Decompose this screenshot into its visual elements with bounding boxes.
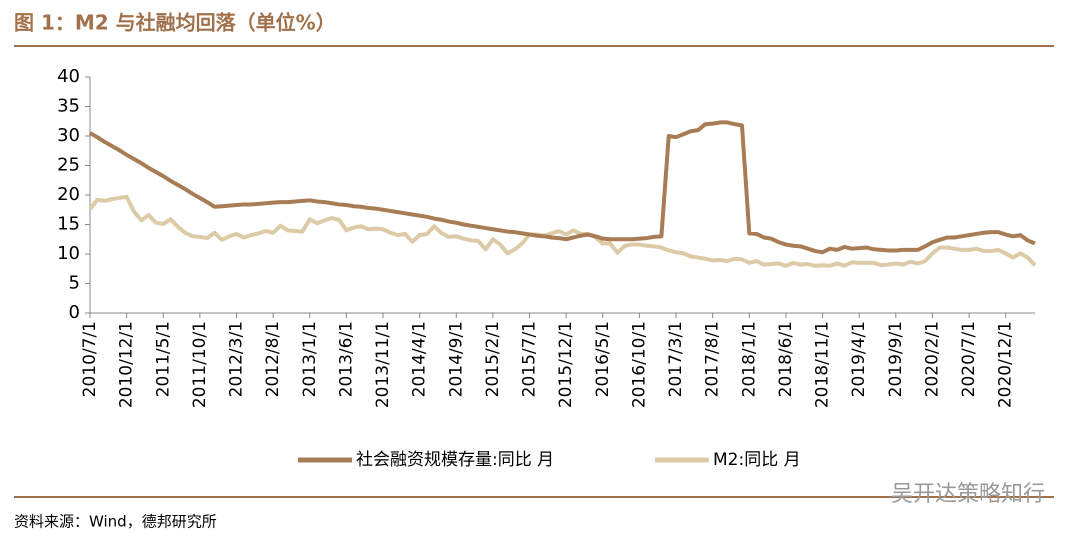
x-tick-label: 2019/9/1: [886, 321, 906, 397]
x-tick-label: 2017/8/1: [703, 321, 723, 397]
y-tick-label: 20: [57, 184, 80, 205]
x-tick-label: 2019/4/1: [849, 321, 869, 397]
x-tick-label: 2015/2/1: [483, 321, 503, 397]
x-tick-label: 2016/10/1: [629, 321, 649, 408]
x-tick-label: 2020/7/1: [959, 321, 979, 397]
legend-label: 社会融资规模存量:同比 月: [356, 450, 554, 470]
x-tick-label: 2013/1/1: [300, 321, 320, 397]
x-tick-label: 2014/9/1: [446, 321, 466, 397]
y-tick-label: 10: [57, 243, 80, 264]
x-tick-label: 2013/6/1: [336, 321, 356, 397]
x-tick-label: 2011/5/1: [153, 321, 173, 397]
x-tick-label: 2015/12/1: [556, 321, 576, 408]
x-tick-label: 2012/3/1: [227, 321, 247, 397]
y-tick-label: 35: [57, 96, 80, 117]
x-tick-label: 2013/11/1: [373, 321, 393, 408]
x-tick-label: 2014/4/1: [410, 321, 430, 397]
y-tick-label: 30: [57, 125, 80, 146]
source: 资料来源：Wind，德邦研究所: [14, 513, 217, 531]
y-tick-label: 40: [57, 66, 80, 87]
series-line: [88, 194, 1037, 268]
y-tick-label: 5: [69, 273, 80, 294]
x-tick-label: 2016/5/1: [593, 321, 613, 397]
series-line: [89, 120, 1036, 255]
x-tick-label: 2010/12/1: [117, 321, 137, 408]
x-tick-label: 2018/11/1: [813, 321, 833, 408]
watermark: 吴开达策略知行: [891, 482, 1045, 507]
x-tick-label: 2015/7/1: [520, 321, 540, 397]
y-tick-label: 15: [57, 214, 80, 235]
x-tick-label: 2011/10/1: [190, 321, 210, 408]
x-tick-label: 2017/3/1: [666, 321, 686, 397]
x-tick-label: 2020/12/1: [996, 321, 1016, 408]
x-tick-label: 2018/6/1: [776, 321, 796, 397]
x-tick-label: 2010/7/1: [80, 321, 100, 397]
x-tick-label: 2012/8/1: [263, 321, 283, 397]
x-tick-label: 2018/1/1: [739, 321, 759, 397]
x-tick-label: 2020/2/1: [922, 321, 942, 397]
chart-title: 图 1：M2 与社融均回落（单位%）: [14, 11, 336, 35]
y-tick-label: 25: [57, 155, 80, 176]
y-tick-label: 0: [69, 302, 80, 323]
legend-label: M2:同比 月: [713, 450, 801, 470]
